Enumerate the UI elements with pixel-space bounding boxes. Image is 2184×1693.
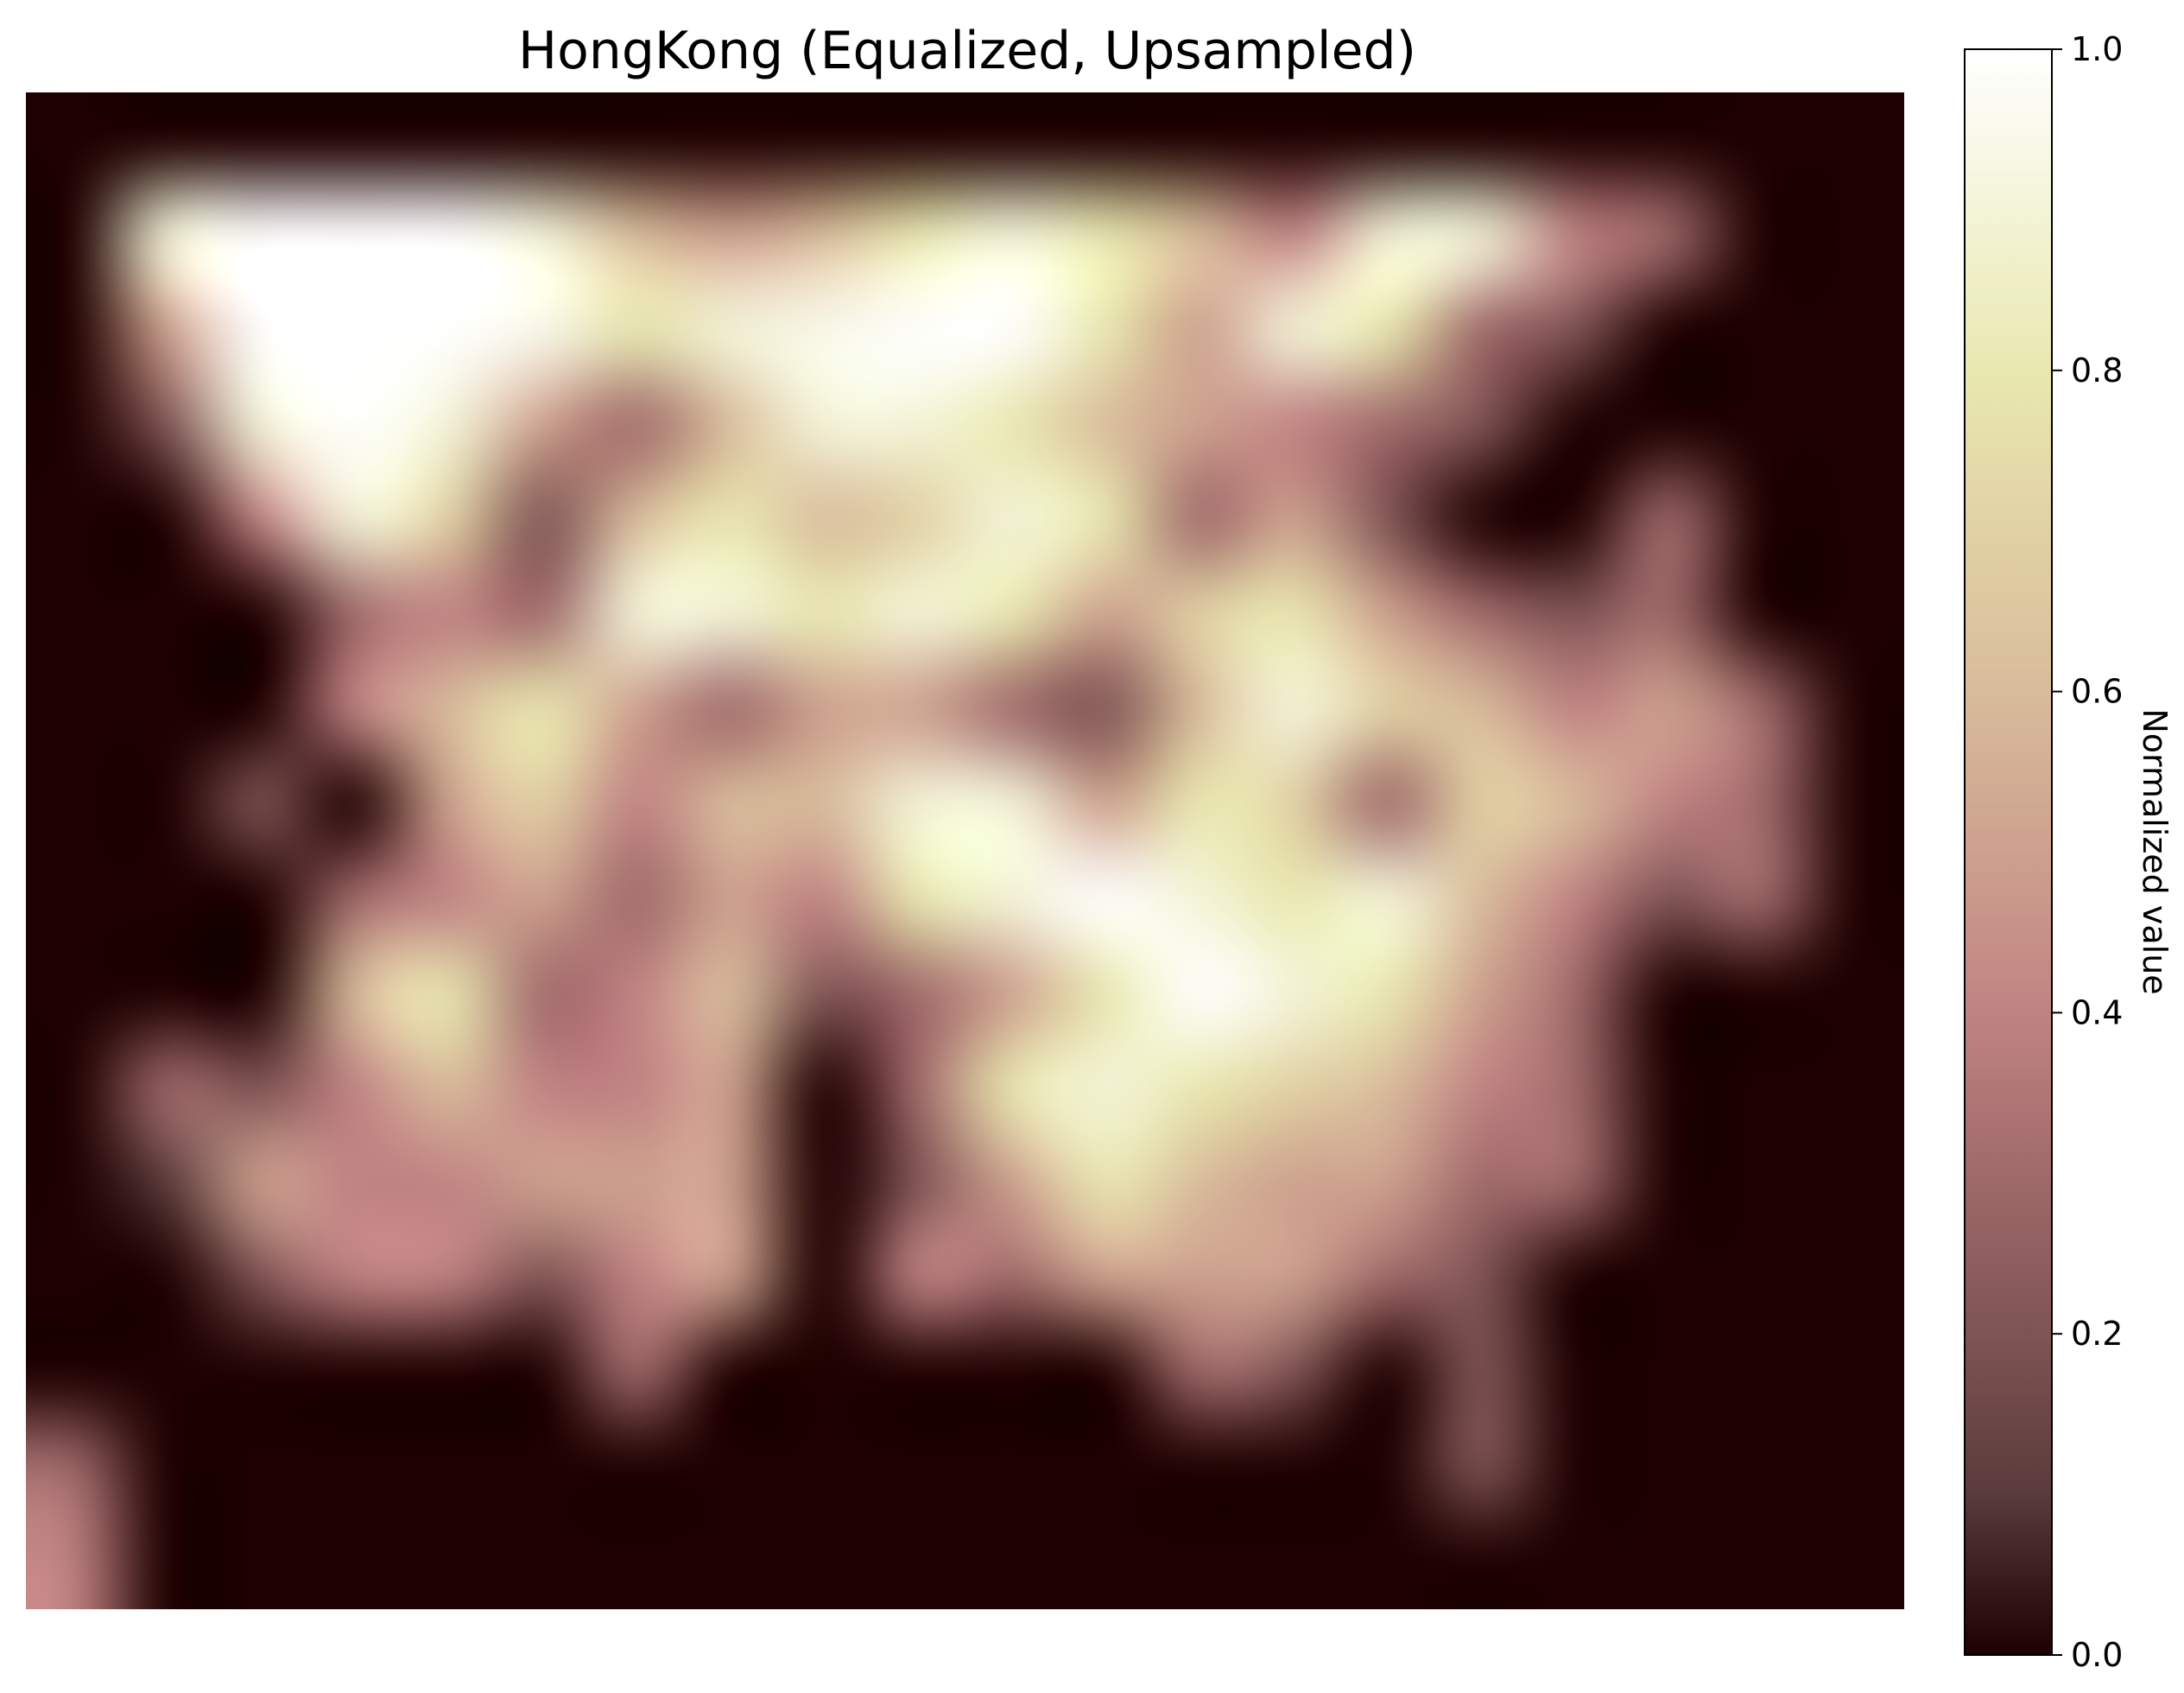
chart-title: HongKong (Equalized, Upsampled) [517,21,1416,81]
heatmap-image [26,92,1904,1609]
colorbar-tick-label: 0.4 [2071,993,2123,1031]
colorbar-tick-label: 1.0 [2071,30,2123,68]
colorbar-ticks: 0.0 0.2 0.4 0.6 0.8 1.0 [2052,30,2123,1674]
colorbar-tick-label: 0.8 [2071,352,2123,390]
colorbar-tick-label: 0.2 [2071,1315,2123,1353]
colorbar-gradient [1964,48,2053,1656]
colorbar-label: Normalized value [2136,708,2174,994]
colorbar-tick-label: 0.6 [2071,673,2123,711]
colorbar-tick-label: 0.0 [2071,1636,2123,1674]
